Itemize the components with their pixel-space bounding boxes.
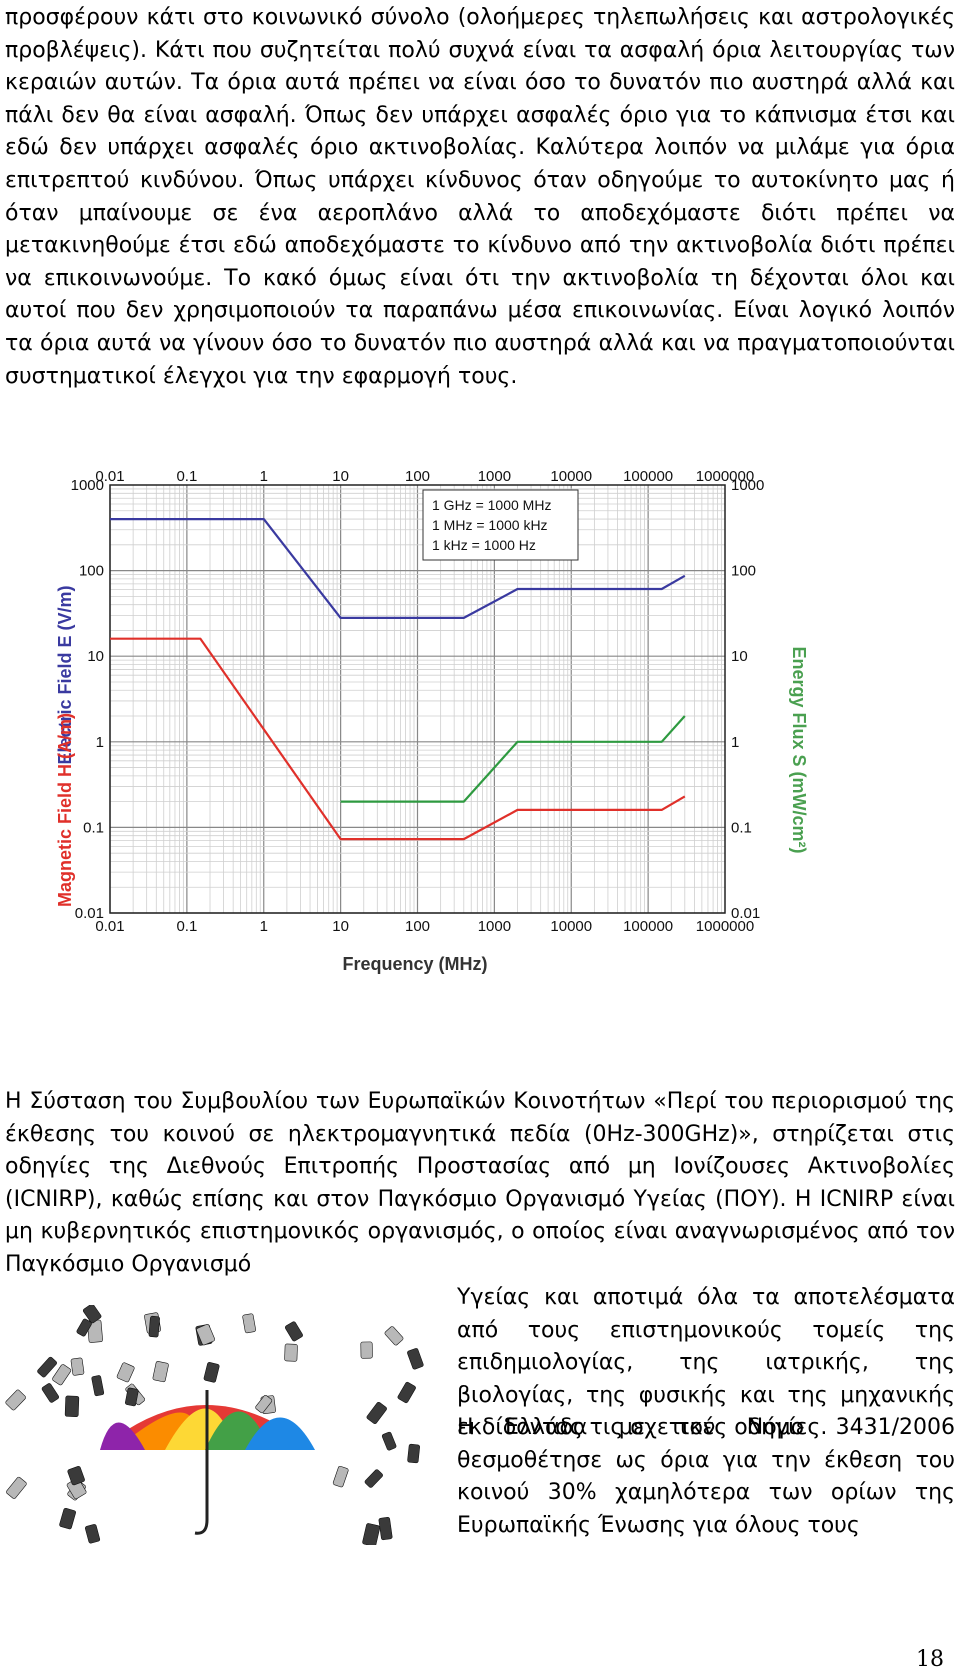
phone-icon (242, 1313, 256, 1334)
phone-icon (378, 1516, 393, 1541)
x-tick-label-bottom: 0.01 (95, 918, 124, 935)
phone-icon (64, 1395, 80, 1417)
x-tick-label-top: 1 (260, 470, 268, 485)
phone-icon (76, 1318, 92, 1337)
plot-frame (109, 484, 726, 914)
phone-icon (82, 1305, 102, 1324)
phone-icon (70, 1357, 85, 1376)
x-tick-label-bottom: 1 (260, 918, 268, 935)
phone-icon (407, 1443, 420, 1464)
y-tick-label-left: 0.01 (75, 905, 104, 922)
x-tick-label-bottom: 100 (405, 918, 430, 935)
y-axis-label-energy-flux: Energy Flux S (mW/cm²) (789, 646, 809, 853)
series-line-0 (110, 517, 686, 619)
x-tick-label-top: 100000 (623, 470, 673, 485)
x-tick-label-top: 10000 (550, 470, 592, 485)
x-tick-label-bottom: 1000000 (696, 918, 754, 935)
phone-icon (332, 1465, 349, 1488)
phone-icon (52, 1364, 72, 1386)
y-axis-label-electric: Electric Field E (V/m) (55, 585, 75, 764)
x-tick-label-bottom: 10000 (550, 918, 592, 935)
phone-icon (362, 1523, 381, 1545)
phone-icon (196, 1324, 216, 1346)
x-tick-label-bottom: 100000 (623, 918, 673, 935)
y-tick-label-right: 0.1 (731, 819, 752, 836)
paragraph-eu-recommendation: Η Σύσταση του Συμβουλίου των Ευρωπαϊκών … (5, 1089, 955, 1277)
phone-icon (5, 1389, 26, 1411)
phone-icon (384, 1326, 404, 1346)
phone-icon (67, 1465, 85, 1486)
phone-icon (255, 1395, 273, 1414)
phone-icon (407, 1348, 424, 1370)
unit-note: 1 MHz = 1000 kHz (432, 517, 548, 533)
phone-icon (125, 1387, 139, 1407)
chart-ticks: 0.010.010.10.111101010010010001000100001… (71, 470, 765, 935)
page-number: 18 (916, 1647, 944, 1672)
x-tick-label-top: 10 (332, 470, 349, 485)
phone-icon (37, 1356, 57, 1378)
umbrella-phones-image (5, 1305, 424, 1545)
phone-icon (366, 1401, 387, 1425)
x-tick-label-bottom: 0.1 (176, 918, 197, 935)
paragraph-greek-law: Η Ελλάδα με τον Νόμο 3431/2006 θεσμοθέτη… (457, 1415, 955, 1538)
phone-icon (397, 1381, 416, 1404)
x-tick-label-top: 1000 (478, 470, 511, 485)
y-tick-label-left: 10 (87, 648, 104, 665)
y-tick-label-right: 1000 (731, 477, 764, 494)
phone-icon (152, 1361, 169, 1383)
chart-grid (109, 485, 725, 914)
phone-icon (148, 1315, 160, 1338)
phone-icon (85, 1524, 101, 1544)
unit-note: 1 GHz = 1000 MHz (432, 497, 551, 513)
x-tick-label-bottom: 1000 (478, 918, 511, 935)
x-tick-label-top: 100 (405, 470, 430, 485)
x-tick-label-top: 1000000 (696, 470, 754, 485)
phone-icon (203, 1362, 220, 1383)
phone-icon (91, 1375, 105, 1397)
y-tick-label-right: 100 (731, 563, 756, 580)
phone-icon (364, 1469, 383, 1488)
phone-icon (6, 1476, 27, 1499)
phone-icon (381, 1431, 397, 1451)
exposure-limits-chart: 0.010.010.10.111101010010010001000100001… (55, 470, 809, 974)
paragraph-who: Υγείας και αποτιμά όλα τα αποτελέσματα α… (457, 1285, 955, 1441)
y-tick-label-right: 0.01 (731, 905, 760, 922)
chart-lines (110, 517, 686, 841)
phone-icon (360, 1341, 373, 1359)
unit-note-box: 1 GHz = 1000 MHz 1 MHz = 1000 kHz 1 kHz … (422, 489, 579, 561)
phone-icon (41, 1383, 60, 1403)
phone-icon (59, 1507, 76, 1530)
series-line-2 (340, 715, 686, 803)
paragraph-intro: προσφέρουν κάτι στο κοινωνικό σύνολο (ολ… (5, 5, 955, 389)
unit-note: 1 kHz = 1000 Hz (432, 537, 536, 553)
x-tick-label-bottom: 10 (332, 918, 349, 935)
y-axis-label-magnetic: Magnetic Field H (A/m) (55, 713, 75, 907)
phone-icon (284, 1343, 298, 1362)
series-line-1 (110, 637, 686, 841)
x-tick-label-top: 0.1 (176, 470, 197, 485)
phone-icon (284, 1321, 303, 1342)
y-tick-label-right: 10 (731, 648, 748, 665)
y-tick-label-left: 1000 (71, 477, 104, 494)
y-tick-label-left: 1 (96, 734, 104, 751)
falling-phones (5, 1305, 424, 1545)
x-tick-label-top: 0.01 (95, 470, 124, 485)
y-tick-label-right: 1 (731, 734, 739, 751)
x-axis-label: Frequency (MHz) (342, 954, 487, 974)
phone-icon (116, 1362, 135, 1383)
umbrella-icon (100, 1390, 315, 1535)
y-tick-label-left: 100 (79, 563, 104, 580)
y-tick-label-left: 0.1 (83, 819, 104, 836)
